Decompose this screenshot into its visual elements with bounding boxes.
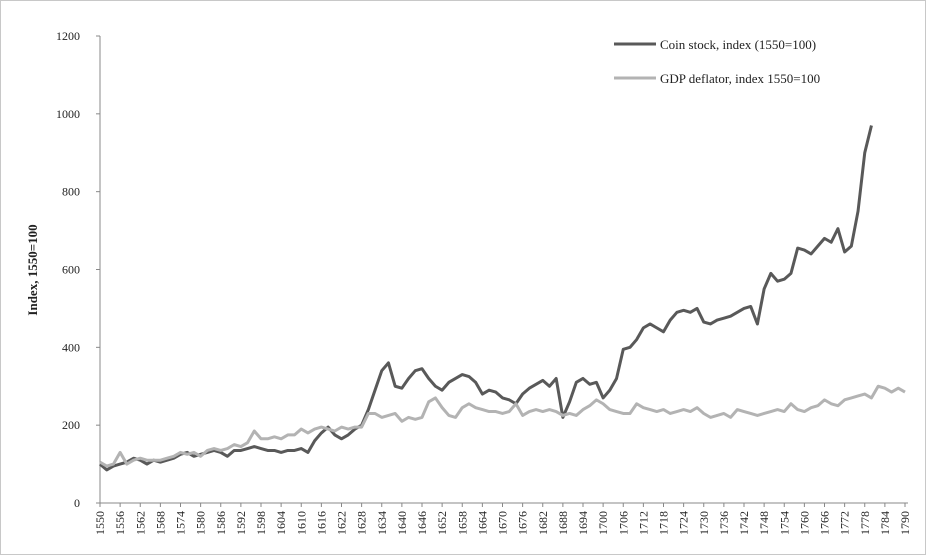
y-tick-label: 600 [62,263,80,277]
x-tick-label: 1688 [556,511,570,535]
x-tick-label: 1658 [455,511,469,535]
x-tick-label: 1766 [818,511,832,535]
x-tick-label: 1586 [214,511,228,535]
x-tick-label: 1580 [194,511,208,535]
x-tick-label: 1568 [153,511,167,535]
y-tick-label: 400 [62,340,80,354]
x-tick-label: 1772 [838,511,852,535]
x-tick-label: 1718 [657,511,671,535]
x-tick-label: 1670 [496,511,510,535]
x-tick-label: 1556 [113,511,127,535]
x-tick-label: 1694 [576,511,590,535]
x-tick-label: 1652 [435,511,449,535]
series-line [99,384,906,468]
x-tick-label: 1664 [475,511,489,535]
x-tick-label: 1616 [314,511,328,535]
x-tick-label: 1700 [596,511,610,535]
x-tick-label: 1634 [375,511,389,535]
x-tick-label: 1742 [737,511,751,535]
x-tick-label: 1754 [777,511,791,535]
x-tick-label: 1592 [234,511,248,535]
x-tick-label: 1628 [355,511,369,535]
x-tick-label: 1730 [697,511,711,535]
x-tick-label: 1736 [717,511,731,535]
x-tick-label: 1598 [254,511,268,535]
x-tick-label: 1676 [516,511,530,535]
legend-label: Coin stock, index (1550=100) [660,37,816,52]
series-line [99,125,873,472]
x-tick-label: 1610 [294,511,308,535]
x-tick-label: 1562 [133,511,147,535]
x-tick-label: 1682 [536,511,550,535]
x-tick-label: 1646 [415,511,429,535]
x-tick-label: 1712 [636,511,650,535]
y-tick-label: 800 [62,185,80,199]
y-tick-label: 0 [74,496,80,510]
x-tick-label: 1604 [274,511,288,535]
x-tick-label: 1574 [174,511,188,535]
y-tick-label: 200 [62,418,80,432]
x-tick-label: 1706 [616,511,630,535]
x-tick-label: 1724 [677,511,691,535]
y-axis-label: Index, 1550=100 [25,224,40,315]
x-tick-label: 1790 [898,511,912,535]
x-tick-label: 1640 [395,511,409,535]
y-tick-label: 1000 [56,107,80,121]
x-tick-label: 1550 [93,511,107,535]
x-tick-label: 1622 [335,511,349,535]
x-tick-label: 1760 [797,511,811,535]
x-tick-label: 1778 [858,511,872,535]
y-tick-label: 1200 [56,29,80,43]
x-tick-label: 1748 [757,511,771,535]
legend-label: GDP deflator, index 1550=100 [660,71,820,86]
x-tick-label: 1784 [878,511,892,535]
